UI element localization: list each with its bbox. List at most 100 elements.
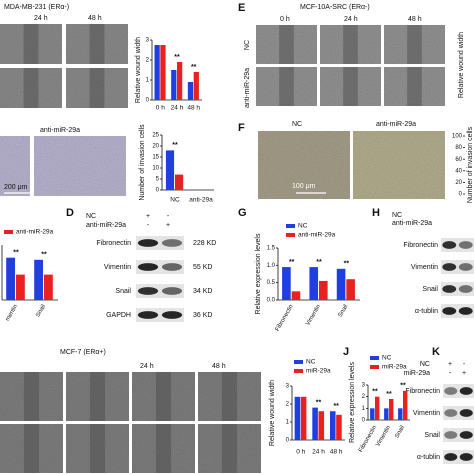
- size-label: 36 KD: [193, 312, 212, 319]
- bar: [294, 396, 301, 440]
- y-tick-label: 2: [362, 394, 366, 400]
- bar: [398, 408, 403, 420]
- condition-label: anti-miR-29a: [392, 220, 432, 227]
- micrograph: [0, 136, 30, 196]
- y-tick-label: 40: [455, 168, 462, 174]
- micrograph: [132, 372, 195, 421]
- y-tick-label: 1: [146, 78, 150, 84]
- blot-band: [137, 311, 159, 319]
- x-tick-label: anti-29a: [189, 197, 213, 204]
- y-tick-label: 0: [156, 188, 160, 194]
- legend-swatch: [294, 369, 303, 373]
- wound-gap: [89, 372, 106, 421]
- bar: [34, 259, 44, 300]
- panel-letter: K: [432, 346, 440, 358]
- y-tick-label: 0: [459, 192, 463, 198]
- micrograph: [258, 131, 350, 199]
- y-tick-label: 60: [455, 157, 462, 163]
- bar: [346, 279, 355, 300]
- y-tick-label: 1: [286, 420, 290, 426]
- wound-gap: [23, 68, 39, 108]
- significance: **: [344, 261, 350, 268]
- bar: [336, 414, 342, 440]
- micrograph: [66, 424, 129, 473]
- bar: [193, 72, 199, 100]
- bar: [318, 411, 325, 440]
- blot-band: [444, 387, 458, 395]
- blot-band: [444, 409, 458, 417]
- y-tick-label: 0: [286, 438, 290, 444]
- protein-label: GAPDH: [106, 312, 131, 319]
- x-tick-label: 48 h: [187, 105, 200, 112]
- significance: **: [13, 250, 19, 257]
- condition-label: NC: [86, 213, 96, 220]
- y-tick-label: 20: [455, 180, 462, 186]
- legend-label: NC: [382, 355, 392, 362]
- micrograph: [198, 372, 261, 421]
- bar: [389, 399, 394, 420]
- significance: **: [174, 54, 180, 61]
- micrograph: [198, 424, 261, 473]
- blot-band: [442, 285, 457, 293]
- significance: **: [386, 391, 392, 398]
- x-tick-label: 48 h: [330, 449, 343, 456]
- bar: [319, 280, 328, 300]
- x-tick-label: Snail: [35, 304, 47, 319]
- panel-letter: F: [238, 122, 245, 134]
- legend-swatch: [286, 233, 295, 237]
- legend-swatch: [370, 356, 379, 360]
- y-tick-label: 1: [362, 406, 366, 412]
- y-tick-label: 15: [152, 155, 159, 161]
- time-label: 0 h: [280, 16, 290, 23]
- significance: **: [372, 389, 378, 396]
- y-tick-label: 3: [362, 383, 366, 389]
- y-tick-label: 0.0: [267, 298, 276, 304]
- bar: [312, 407, 318, 440]
- panel-letter: J: [343, 346, 349, 358]
- x-tick-label: 24 h: [312, 449, 325, 456]
- micrograph: [34, 136, 126, 196]
- time-label: 48 h: [88, 15, 102, 22]
- time-label: 24 h: [140, 363, 154, 370]
- significance: **: [289, 259, 295, 266]
- condition-label: NC: [420, 361, 430, 368]
- protein-label: Vimentin: [413, 410, 440, 417]
- legend-swatch: [294, 360, 303, 364]
- panel-title: MDA-MB-231 (ERα-): [4, 4, 69, 11]
- condition-mark: -: [463, 361, 466, 368]
- y-tick-label: 2: [146, 58, 150, 64]
- wound-gap: [23, 372, 40, 421]
- protein-label: Fibronectin: [403, 242, 438, 249]
- y-axis-label: Relative expression levels: [255, 233, 262, 314]
- size-label: 55 KD: [193, 264, 212, 271]
- protein-label: Fibronectin: [405, 388, 440, 395]
- micrograph: [353, 131, 445, 199]
- wound-gap: [155, 424, 172, 473]
- y-tick-label: 100: [452, 134, 463, 140]
- bar: [309, 267, 319, 300]
- y-axis-label: Relative wound width: [269, 380, 276, 446]
- bar: [16, 274, 25, 300]
- bar: [6, 257, 16, 300]
- panel-letter: E: [238, 2, 245, 14]
- bar: [329, 411, 336, 440]
- wound-gap: [221, 424, 238, 473]
- protein-label: α-tublin: [415, 308, 438, 315]
- protein-label: Snail: [422, 286, 438, 293]
- bar: [300, 396, 307, 440]
- significance: **: [333, 403, 339, 410]
- micrograph: [0, 68, 62, 108]
- y-tick-label: 80: [455, 145, 462, 151]
- y-axis-label: Relative expression levels: [349, 362, 356, 443]
- wound-gap: [343, 25, 358, 64]
- bar: [384, 408, 389, 420]
- row-label: NC: [244, 40, 251, 50]
- y-tick-label: 1.0: [267, 263, 276, 269]
- blot-band: [161, 263, 183, 271]
- wound-gap: [407, 25, 422, 64]
- significance: **: [191, 64, 197, 71]
- condition-mark: -: [449, 370, 452, 377]
- x-tick-label: 24 h: [171, 105, 184, 112]
- blot-band: [137, 239, 159, 247]
- bar: [154, 45, 160, 100]
